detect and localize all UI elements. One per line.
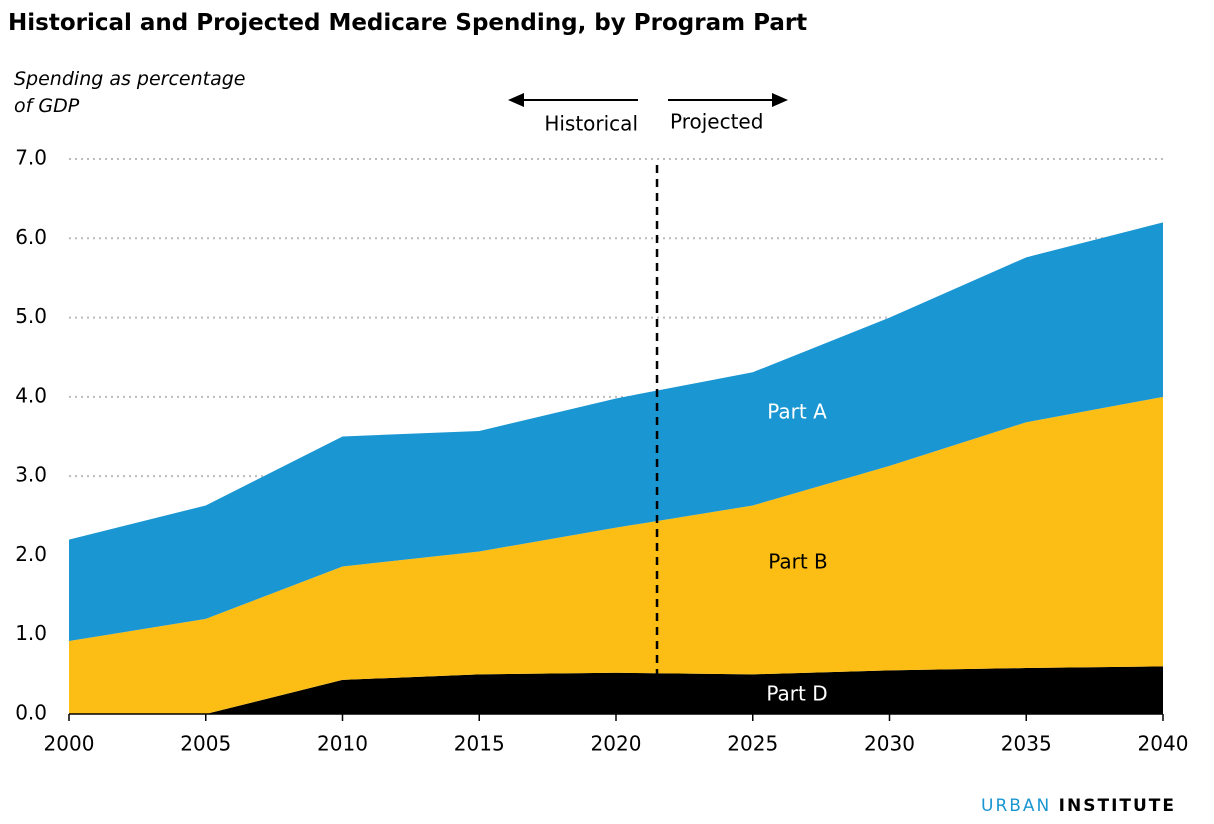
brand-second: INSTITUTE bbox=[1058, 796, 1176, 816]
area bbox=[69, 666, 1163, 714]
series-label: Part D bbox=[766, 682, 827, 706]
x-tick-label: 2025 bbox=[727, 732, 778, 756]
area bbox=[69, 396, 1163, 714]
x-tick-label: 2040 bbox=[1138, 732, 1189, 756]
series-label: Part A bbox=[767, 400, 827, 424]
divider-left-label: Historical bbox=[544, 112, 638, 136]
arrow-head bbox=[508, 93, 524, 107]
brand: URBAN INSTITUTE bbox=[981, 796, 1176, 816]
y-tick-label: 6.0 bbox=[15, 225, 47, 249]
divider-right-label: Projected bbox=[670, 110, 763, 134]
y-tick-label: 3.0 bbox=[15, 463, 47, 487]
arrow-head bbox=[772, 93, 788, 107]
x-tick-label: 2010 bbox=[317, 732, 368, 756]
x-tick-label: 2020 bbox=[591, 732, 642, 756]
y-tick-label: 1.0 bbox=[15, 621, 47, 645]
area bbox=[69, 222, 1163, 642]
y-axis-label: Spending as percentage of GDP bbox=[14, 68, 246, 117]
y-tick-label: 2.0 bbox=[15, 542, 47, 566]
y-tick-label: 4.0 bbox=[15, 383, 47, 407]
chart-title: Historical and Projected Medicare Spendi… bbox=[8, 10, 808, 36]
x-tick-label: 2000 bbox=[44, 732, 95, 756]
y-tick-label: 0.0 bbox=[15, 701, 47, 725]
y-tick-label: 7.0 bbox=[15, 146, 47, 170]
series-label: Part B bbox=[768, 550, 828, 574]
x-tick-label: 2015 bbox=[454, 732, 505, 756]
x-tick-label: 2005 bbox=[180, 732, 231, 756]
x-tick-label: 2030 bbox=[864, 732, 915, 756]
x-tick-label: 2035 bbox=[1001, 732, 1052, 756]
y-tick-label: 5.0 bbox=[15, 304, 47, 328]
brand-first: URBAN bbox=[981, 796, 1052, 816]
